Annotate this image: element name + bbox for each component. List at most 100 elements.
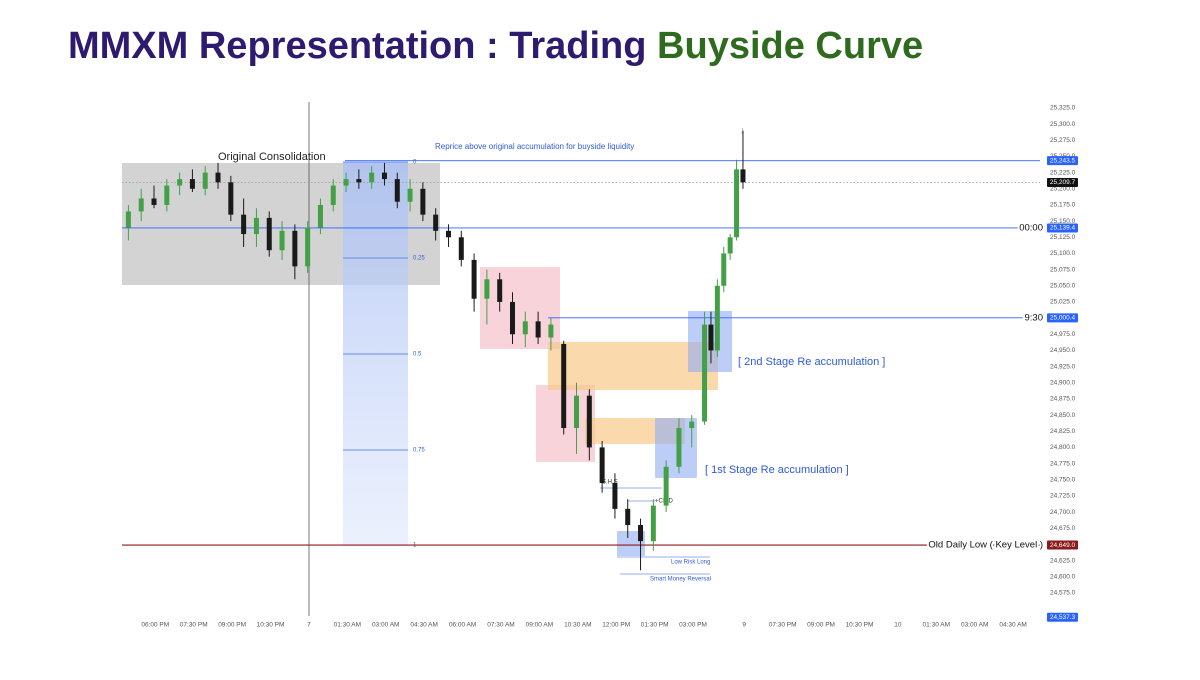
x-tick-label: 01:30 AM [923,622,950,629]
candle-body [727,237,733,254]
price-badge [1047,223,1078,233]
candle-body [612,482,618,509]
candle-body [471,259,477,299]
candle-body [369,172,375,183]
annotation: Reprice above original accumulation for … [435,142,634,151]
y-tick-label: 24,775.0 [1050,460,1076,467]
candle-body [241,214,247,235]
candle-body [599,447,605,483]
candle-body [548,324,554,338]
zones [122,102,732,616]
y-tick-label: 25,175.0 [1050,202,1076,209]
y-tick-label: 24,675.0 [1050,525,1076,532]
candle-body [708,324,714,351]
y-tick-label: 24,925.0 [1050,363,1076,370]
candle-body [356,179,362,183]
y-tick-label: 24,700.0 [1050,509,1076,516]
price-badge-label: 25,209.7 [1050,179,1076,186]
y-tick-label: 24,725.0 [1050,493,1076,500]
candle-body [445,230,451,238]
candle-body [279,230,285,251]
y-tick-label: 25,325.0 [1050,105,1076,112]
candle-body [266,217,272,251]
x-tick-label: 09:00 AM [526,622,553,629]
y-tick-label: 24,825.0 [1050,428,1076,435]
level-name: 00:00 [1019,222,1043,233]
candle-body [330,185,336,205]
y-tick-label: 24,850.0 [1050,412,1076,419]
candle-body [663,466,669,506]
title-accent: Buyside Curve [657,25,923,67]
candle-body [343,179,349,186]
candle-body [125,211,131,228]
y-tick-label: 24,975.0 [1050,331,1076,338]
candle-body [189,179,195,189]
y-tick-label: 24,800.0 [1050,444,1076,451]
candle-body [215,172,221,183]
candle-body [394,179,400,202]
candle-body [535,321,541,338]
candle-body [317,204,323,228]
candle-body [721,253,727,286]
x-tick-label: 09:00 PM [807,622,835,629]
y-tick-label: 25,025.0 [1050,299,1076,306]
x-tick-label: 9 [742,622,746,629]
x-tick-label: 07:30 PM [769,622,797,629]
y-tick-label: 25,075.0 [1050,266,1076,273]
candle-body [676,428,682,467]
y-tick-label: 24,900.0 [1050,379,1076,386]
x-tick-label: 01:30 AM [334,622,361,629]
annotation: Smart Money Reversal [650,577,711,583]
y-tick-label: 24,875.0 [1050,396,1076,403]
marker-lines [600,487,710,575]
candle-body [305,227,311,267]
x-tick-label: 06:00 AM [449,622,476,629]
y-tick-label: 25,225.0 [1050,169,1076,176]
x-tick-label: 03:00 AM [961,622,988,629]
price-badge [1047,612,1078,622]
candle-body [740,169,746,183]
price-badge-label: 25,139.4 [1050,225,1076,232]
annotation: Original Consolidation [218,151,326,163]
supply-zone [480,267,560,349]
candle-body [574,395,580,429]
y-tick-label: 25,100.0 [1050,250,1076,257]
x-tick-label: 04:30 AM [999,622,1026,629]
candle-body [561,343,567,429]
candle-body [458,237,464,260]
level-name: 9:30 [1025,312,1044,323]
candle-body [484,279,490,299]
candle-body [177,179,183,186]
candle-body [407,188,413,202]
fib-label: 0.25 [413,256,425,262]
x-tick-label: 09:00 PM [218,622,246,629]
y-tick-label: 24,575.0 [1050,590,1076,597]
x-tick-label: 03:00 AM [372,622,399,629]
y-tick-label: 24,750.0 [1050,476,1076,483]
candle-body [420,188,426,215]
price-badge [1047,313,1078,323]
candle-body [253,217,259,235]
candle-body [164,185,170,205]
y-tick-label: 24,600.0 [1050,573,1076,580]
x-tick-label: 10:30 AM [564,622,591,629]
y-tick-label: 25,150.0 [1050,218,1076,225]
candle-body [734,169,740,238]
candle-body [638,525,644,542]
annotation: Low Risk Long [671,560,710,566]
y-tick-label: 24,950.0 [1050,347,1076,354]
y-tick-label: 24,625.0 [1050,557,1076,564]
y-tick-label: 25,050.0 [1050,282,1076,289]
y-tick-label: 25,300.0 [1050,121,1076,128]
price-badge-label: 25,243.5 [1050,157,1076,164]
y-tick-label: 25,200.0 [1050,186,1076,193]
x-tick-label: 10:30 PM [846,622,874,629]
candle-body [510,301,516,335]
price-badge [1047,156,1078,166]
candle-body [497,279,503,302]
candle-body [202,172,208,189]
title-main: MMXM Representation : Trading [68,25,646,67]
candle-body [292,230,298,267]
x-tick-label: 07:30 PM [180,622,208,629]
